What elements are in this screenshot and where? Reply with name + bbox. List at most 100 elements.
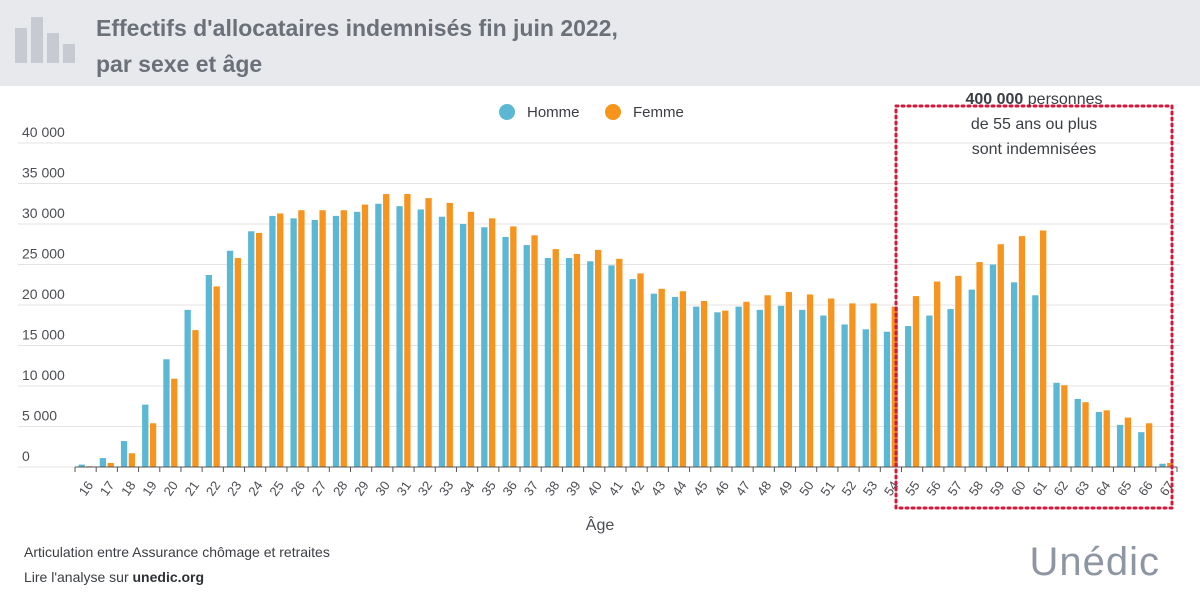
bar-homme-66: [1138, 432, 1145, 467]
x-tick-label-35: 35: [478, 478, 499, 498]
bar-femme-47: [743, 301, 750, 467]
annotation-bold-figure: 400 000: [965, 91, 1023, 108]
bar-femme-27: [319, 210, 326, 468]
x-tick-label-28: 28: [330, 478, 351, 498]
x-tick-label-50: 50: [796, 478, 817, 498]
bar-femme-22: [213, 286, 220, 467]
bar-homme-17: [99, 458, 107, 467]
y-tick-label: 25 000: [22, 246, 65, 262]
bar-homme-20: [163, 359, 170, 467]
x-tick-label-65: 65: [1114, 478, 1135, 498]
bar-homme-31: [396, 206, 403, 467]
bar-homme-28: [332, 215, 340, 467]
bar-femme-17: [107, 462, 114, 467]
x-tick-label-29: 29: [351, 478, 372, 498]
annotation-line-2: de 55 ans ou plus: [971, 116, 1097, 133]
unedic-logo: Unédic: [1029, 540, 1160, 584]
bar-homme-24: [248, 231, 255, 467]
x-tick-label-27: 27: [309, 478, 330, 498]
bar-femme-42: [637, 273, 644, 467]
bar-femme-55: [912, 296, 920, 467]
bar-femme-60: [1018, 236, 1026, 467]
x-tick-label-55: 55: [902, 478, 923, 498]
y-tick-label: 5 000: [22, 408, 57, 424]
bar-femme-67: [1167, 462, 1174, 467]
x-tick-label-20: 20: [160, 478, 181, 498]
bar-homme-27: [311, 219, 318, 467]
bar-femme-66: [1145, 423, 1153, 467]
bar-femme-39: [573, 253, 581, 467]
x-tick-label-67: 67: [1156, 478, 1177, 498]
bar-homme-57: [947, 309, 954, 467]
bar-homme-43: [650, 293, 658, 467]
bar-homme-53: [862, 329, 869, 467]
x-tick-label-19: 19: [139, 478, 160, 498]
y-tick-label: 30 000: [22, 205, 65, 221]
bar-femme-63: [1082, 402, 1089, 467]
bar-femme-49: [785, 292, 792, 467]
bar-femme-25: [277, 213, 284, 467]
header-band: Effectifs d'allocataires indemnisés fin …: [0, 0, 1200, 86]
y-tick-label: 10 000: [22, 367, 65, 383]
bar-homme-30: [375, 203, 382, 467]
bar-femme-64: [1103, 410, 1110, 467]
footer-link-prefix: Lire l'analyse sur: [24, 569, 133, 585]
bar-femme-65: [1124, 417, 1132, 467]
x-tick-label-26: 26: [288, 478, 309, 498]
x-tick-label-32: 32: [415, 478, 436, 498]
bar-femme-23: [234, 258, 241, 467]
bar-femme-26: [298, 210, 305, 468]
annotation-line-3: sont indemnisées: [972, 141, 1097, 158]
x-tick-label-59: 59: [987, 478, 1008, 498]
bar-homme-64: [1095, 411, 1103, 467]
bar-femme-43: [658, 288, 665, 467]
bar-homme-18: [120, 441, 128, 467]
bar-femme-58: [976, 262, 983, 467]
x-tick-label-46: 46: [711, 478, 732, 498]
x-tick-label-37: 37: [521, 478, 542, 498]
bar-femme-24: [255, 232, 263, 467]
bar-femme-61: [1040, 230, 1047, 467]
bar-homme-26: [290, 218, 297, 467]
x-tick-label-38: 38: [542, 478, 563, 498]
bar-femme-56: [934, 281, 941, 467]
x-tick-label-56: 56: [923, 478, 944, 498]
footer-link-line: Lire l'analyse sur unedic.org: [24, 569, 204, 585]
bar-femme-59: [997, 244, 1004, 467]
x-tick-label-58: 58: [966, 478, 987, 498]
bar-homme-38: [544, 258, 552, 467]
title-line-1: Effectifs d'allocataires indemnisés fin …: [96, 15, 618, 41]
bar-homme-48: [756, 309, 763, 467]
bar-homme-35: [481, 227, 488, 467]
bar-femme-37: [531, 235, 538, 467]
x-tick-label-41: 41: [605, 478, 626, 498]
bar-homme-62: [1053, 382, 1060, 467]
bar-femme-45: [700, 300, 708, 467]
x-tick-label-64: 64: [1093, 478, 1114, 498]
x-tick-label-23: 23: [224, 478, 245, 498]
bar-femme-30: [383, 194, 390, 467]
bar-femme-50: [806, 294, 814, 467]
legend-label-femme: Femme: [633, 104, 684, 121]
unedic-link[interactable]: unedic.org: [132, 569, 205, 585]
bar-femme-62: [1061, 385, 1068, 467]
bar-homme-19: [142, 404, 149, 467]
bar-femme-28: [340, 210, 347, 468]
x-tick-label-43: 43: [648, 478, 669, 498]
y-tick-label: 15 000: [22, 327, 65, 343]
bar-homme-67: [1159, 463, 1166, 467]
bar-femme-19: [149, 423, 157, 467]
x-tick-label-61: 61: [1029, 478, 1050, 498]
x-tick-label-25: 25: [266, 478, 287, 498]
x-tick-label-60: 60: [1008, 478, 1029, 498]
bar-homme-34: [460, 224, 467, 467]
x-tick-label-62: 62: [1050, 478, 1071, 498]
x-tick-label-63: 63: [1072, 478, 1093, 498]
x-tick-label-44: 44: [669, 478, 690, 498]
y-tick-label: 35 000: [22, 165, 65, 181]
x-tick-label-40: 40: [584, 478, 605, 498]
bar-femme-34: [467, 211, 475, 467]
x-tick-label-53: 53: [860, 478, 881, 498]
x-tick-label-45: 45: [690, 478, 711, 498]
